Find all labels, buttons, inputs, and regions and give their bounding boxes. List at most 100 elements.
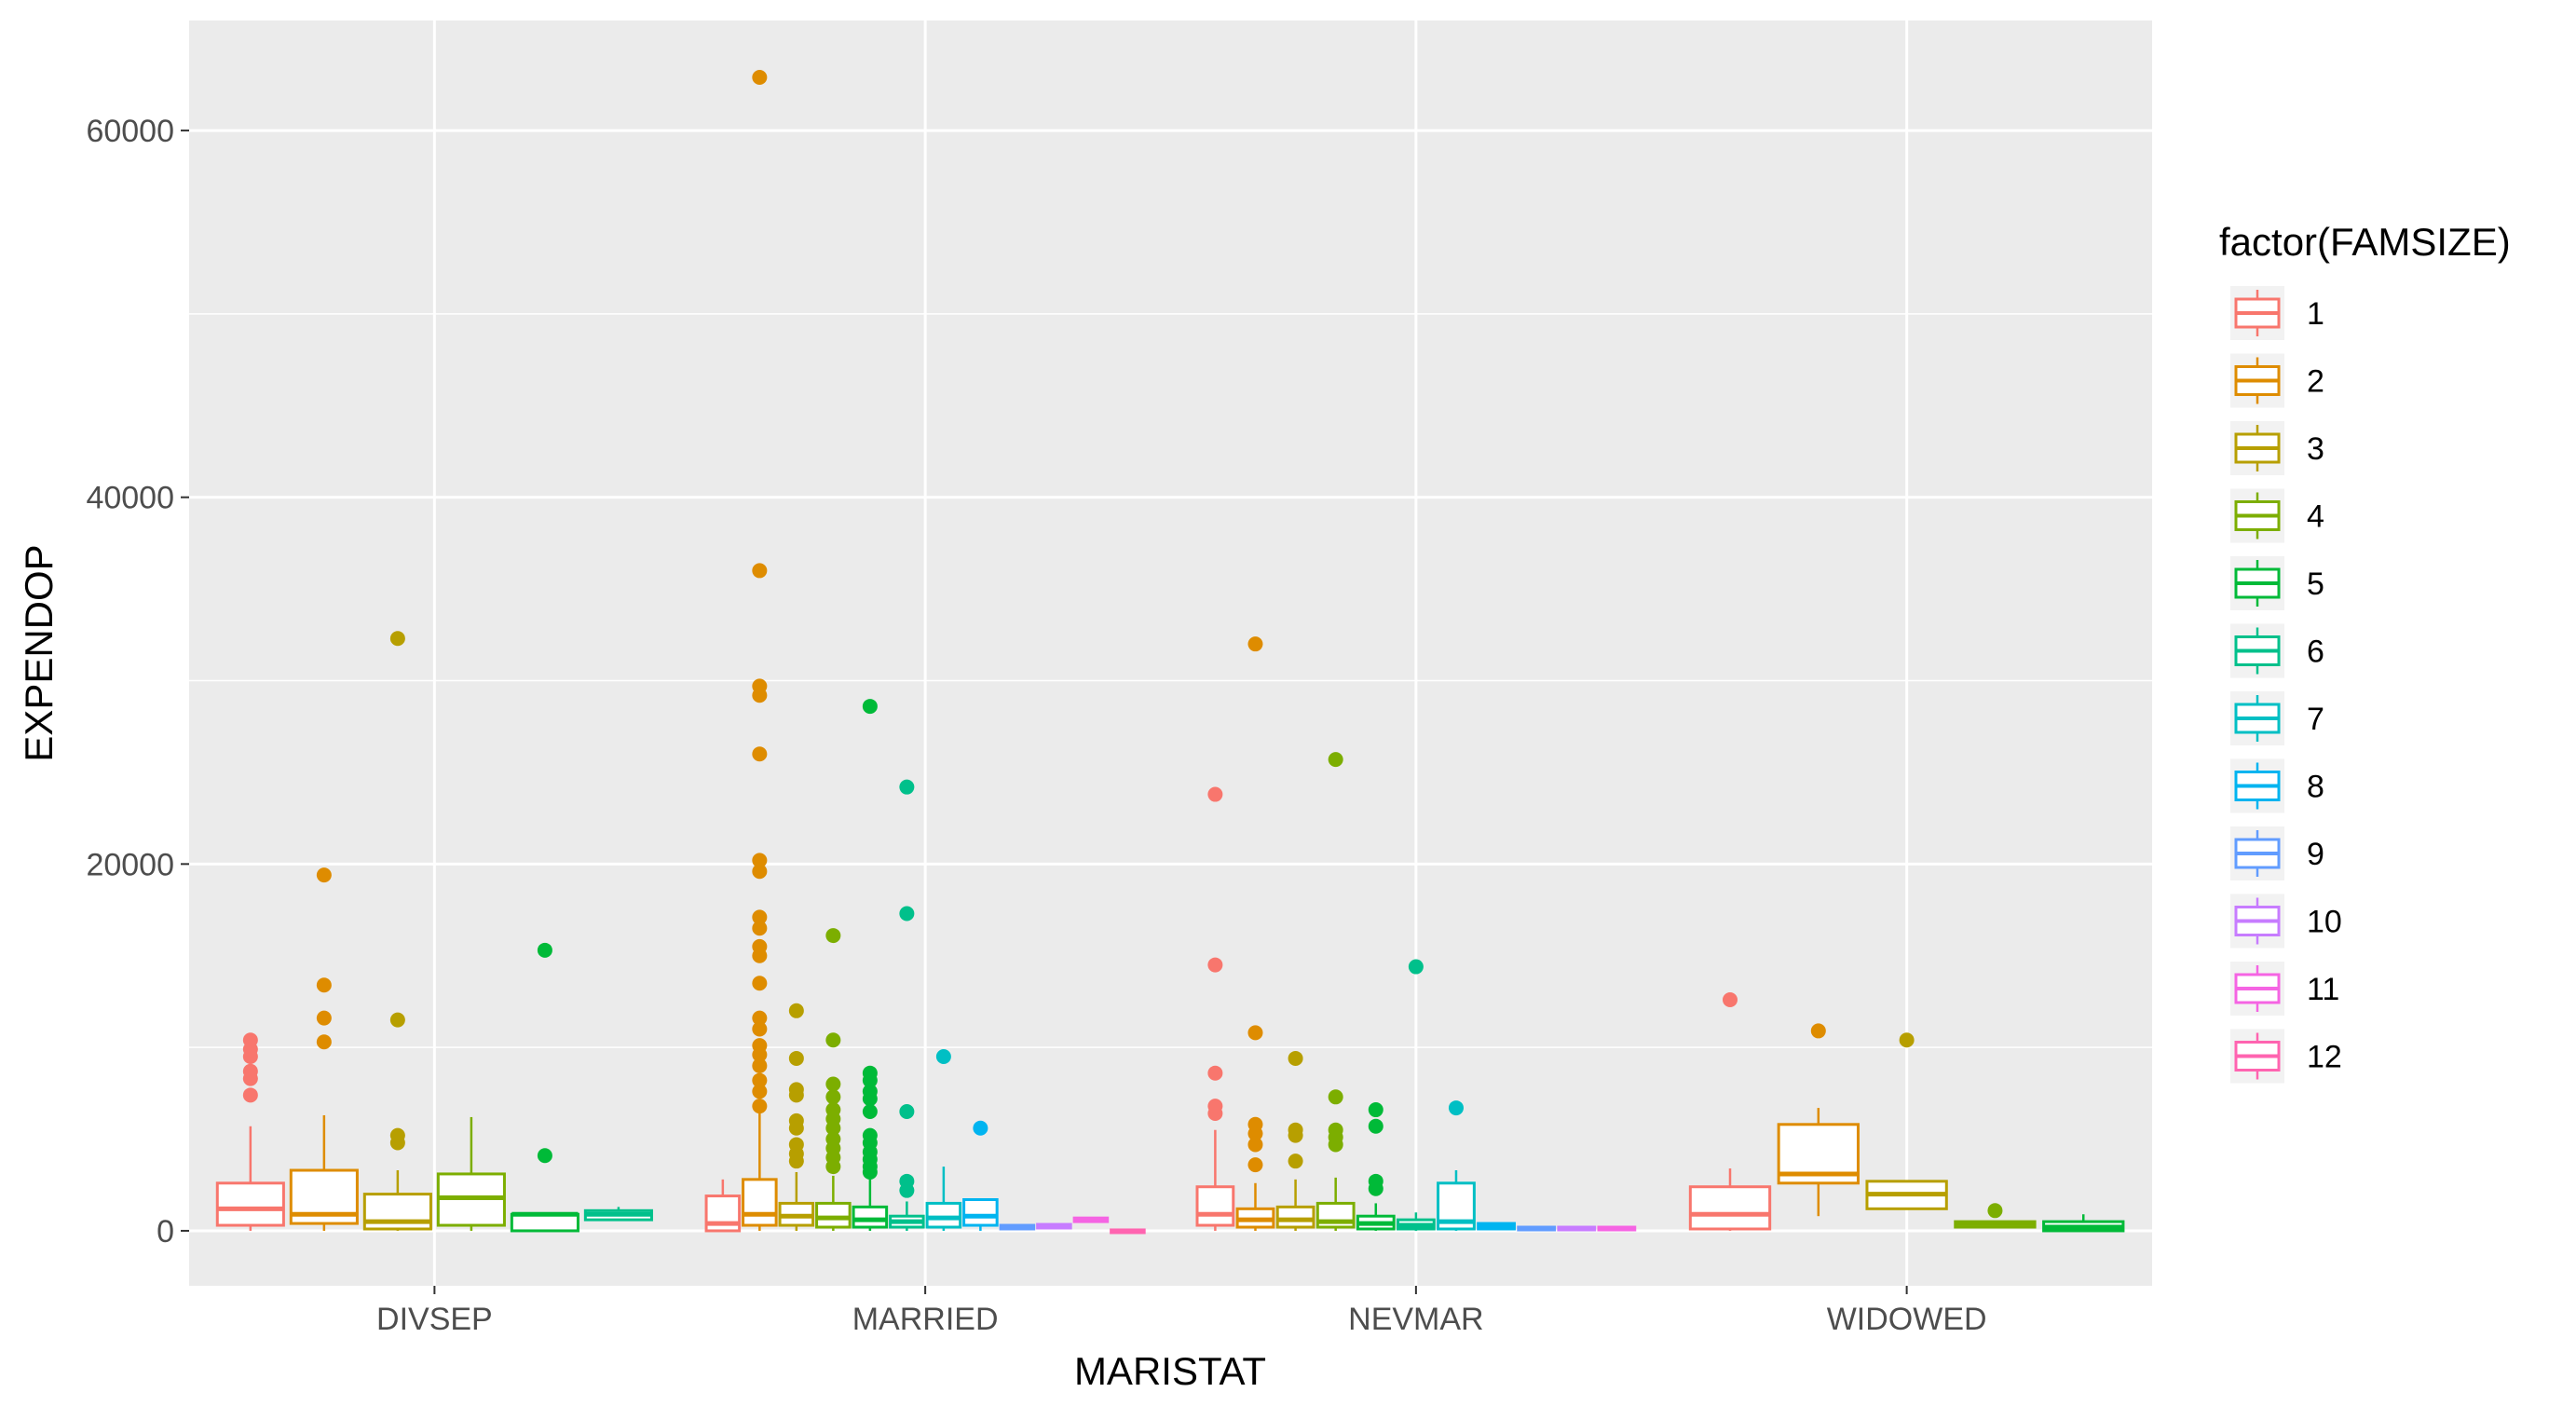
outlier-point <box>389 1127 405 1143</box>
outlier-point <box>825 1131 841 1147</box>
box-married-famsize-2 <box>742 70 778 1231</box>
box-married-famsize-8 <box>962 1120 999 1231</box>
outlier-point <box>752 1058 768 1073</box>
outlier-point <box>752 1021 768 1037</box>
outlier-point <box>1247 1116 1263 1132</box>
outlier-point <box>825 1032 841 1048</box>
outlier-point <box>752 1038 768 1054</box>
outlier-point <box>752 1072 768 1088</box>
legend-item-2: 2 <box>2230 353 2324 408</box>
outlier-point <box>1448 1100 1464 1116</box>
x-tick-label: DIVSEP <box>376 1302 493 1337</box>
outlier-point <box>242 1063 258 1079</box>
legend-label: 11 <box>2307 972 2339 1007</box>
box-widowed-famsize-4 <box>1954 1203 2037 1229</box>
outlier-point <box>1207 1065 1223 1081</box>
x-axis-title: MARISTAT <box>1074 1349 1266 1393</box>
legend-item-10: 10 <box>2230 894 2342 949</box>
outlier-point <box>862 699 878 715</box>
box-nevmar-famsize-9 <box>1517 1225 1557 1232</box>
outlier-point <box>752 1084 768 1099</box>
legend-label: 6 <box>2307 635 2324 670</box>
box-body <box>1688 1185 1772 1231</box>
outlier-point <box>242 1032 258 1048</box>
legend-item-1: 1 <box>2230 286 2324 340</box>
box-divsep-famsize-6 <box>583 1207 653 1222</box>
box-divsep-famsize-3 <box>362 631 432 1231</box>
outlier-point <box>1247 1137 1263 1153</box>
legend-label: 5 <box>2307 566 2324 602</box>
outlier-point <box>316 977 332 993</box>
outlier-point <box>1288 1122 1303 1138</box>
outlier-point <box>1207 786 1223 802</box>
legend-item-9: 9 <box>2230 826 2324 880</box>
outlier-point <box>242 1087 258 1103</box>
outlier-point <box>1328 1089 1343 1105</box>
box-nevmar-famsize-10 <box>1557 1225 1597 1232</box>
outlier-point <box>752 678 768 694</box>
box-body <box>815 1201 852 1229</box>
outlier-point <box>899 906 915 921</box>
box-divsep-famsize-4 <box>436 1116 506 1231</box>
legend-item-11: 11 <box>2230 962 2339 1016</box>
box-nevmar-famsize-11 <box>1597 1225 1637 1232</box>
outlier-point <box>389 631 405 647</box>
outlier-point <box>1368 1118 1383 1134</box>
legend-label: 10 <box>2307 905 2342 940</box>
box-nevmar-famsize-3 <box>1275 1050 1315 1231</box>
y-tick-label: 20000 <box>86 847 174 882</box>
outlier-point <box>973 1120 988 1136</box>
outlier-point <box>1288 1050 1303 1066</box>
box-married-famsize-3 <box>778 1003 815 1231</box>
box-married-famsize-10 <box>1036 1222 1072 1230</box>
outlier-point <box>1722 991 1738 1007</box>
outlier-point <box>1328 1122 1343 1138</box>
outlier-point <box>1288 1153 1303 1169</box>
legend-item-5: 5 <box>2230 556 2324 610</box>
box-married-famsize-11 <box>1072 1216 1110 1223</box>
outlier-point <box>316 1010 332 1026</box>
outlier-point <box>1328 752 1343 768</box>
outlier-point <box>1368 1102 1383 1118</box>
outlier-point <box>389 1012 405 1028</box>
outlier-point <box>316 867 332 883</box>
outlier-point <box>935 1048 951 1064</box>
outlier-point <box>1207 957 1223 973</box>
box-body <box>962 1197 999 1227</box>
outlier-point <box>899 779 915 795</box>
outlier-point <box>752 70 768 86</box>
outlier-point <box>1247 1025 1263 1041</box>
outlier-point <box>752 1010 768 1026</box>
outlier-point <box>537 1148 552 1164</box>
box-body <box>925 1201 962 1229</box>
outlier-point <box>825 1089 841 1105</box>
box-widowed-famsize-3 <box>1865 1032 1948 1210</box>
box-nevmar-famsize-7 <box>1437 1100 1476 1231</box>
outlier-point <box>899 1173 915 1189</box>
x-tick-label: MARRIED <box>852 1302 999 1337</box>
outlier-point <box>788 1137 804 1153</box>
y-axis: 0 20000 40000 60000 <box>86 114 189 1249</box>
legend-label: 2 <box>2307 364 2324 400</box>
box-married-famsize-7 <box>925 1048 962 1231</box>
outlier-point <box>825 1102 841 1118</box>
legend-item-4: 4 <box>2230 488 2324 543</box>
box-divsep-famsize-5 <box>510 942 579 1233</box>
box-body <box>510 1212 579 1233</box>
outlier-point <box>862 1127 878 1143</box>
y-tick-label: 60000 <box>86 114 174 149</box>
box-nevmar-famsize-4 <box>1315 752 1356 1231</box>
outlier-point <box>1247 636 1263 652</box>
outlier-point <box>1368 1173 1383 1189</box>
legend-label: 9 <box>2307 837 2324 872</box>
legend-item-6: 6 <box>2230 623 2324 678</box>
box-body <box>742 1178 778 1227</box>
plot-panel <box>189 20 2152 1286</box>
outlier-point <box>899 1104 915 1120</box>
box-nevmar-famsize-5 <box>1356 1102 1396 1231</box>
legend-item-8: 8 <box>2230 758 2324 813</box>
legend-label: 3 <box>2307 431 2324 467</box>
y-tick-label: 40000 <box>86 481 174 516</box>
